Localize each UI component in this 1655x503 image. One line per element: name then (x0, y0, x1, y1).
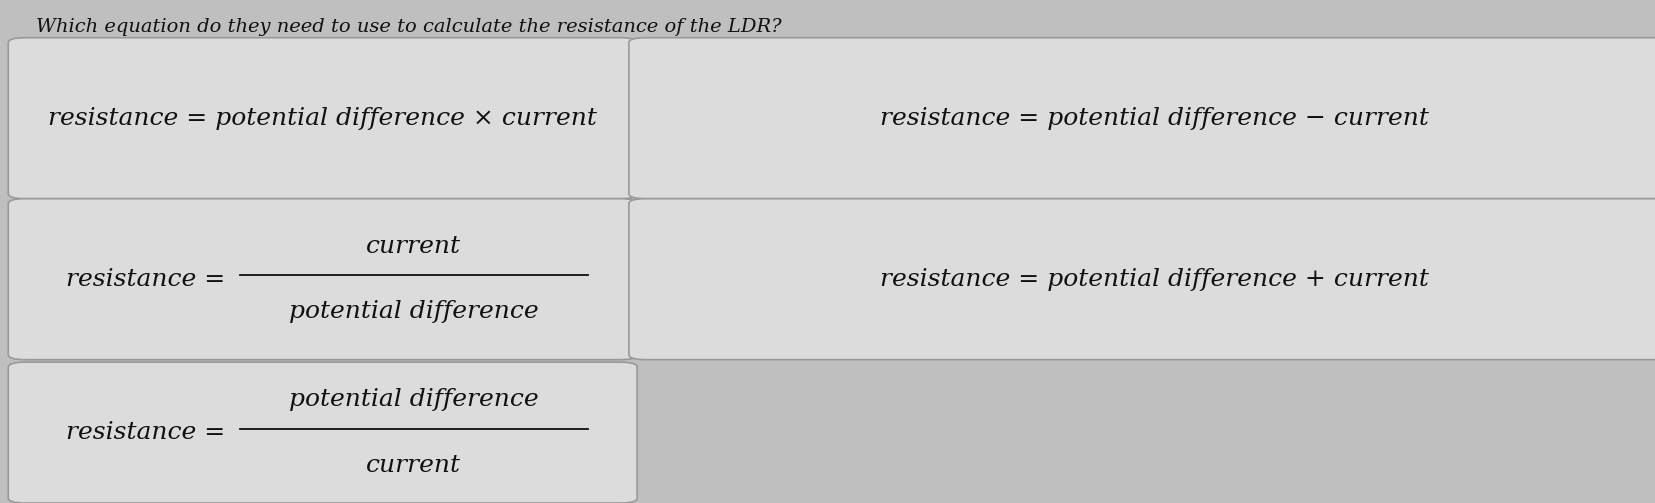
Text: resistance =: resistance = (66, 421, 225, 444)
FancyBboxPatch shape (629, 38, 1655, 199)
FancyBboxPatch shape (8, 362, 637, 503)
Text: resistance = potential difference + current: resistance = potential difference + curr… (880, 268, 1428, 291)
Text: current: current (366, 235, 462, 258)
Text: resistance =: resistance = (66, 268, 225, 291)
Text: potential difference: potential difference (290, 388, 538, 411)
Text: resistance = potential difference × current: resistance = potential difference × curr… (48, 107, 597, 130)
Text: current: current (366, 454, 462, 477)
Text: potential difference: potential difference (290, 300, 538, 323)
Text: Which equation do they need to use to calculate the resistance of the LDR?: Which equation do they need to use to ca… (36, 18, 783, 36)
Text: resistance = potential difference − current: resistance = potential difference − curr… (880, 107, 1428, 130)
FancyBboxPatch shape (8, 199, 637, 360)
FancyBboxPatch shape (629, 199, 1655, 360)
FancyBboxPatch shape (8, 38, 637, 199)
